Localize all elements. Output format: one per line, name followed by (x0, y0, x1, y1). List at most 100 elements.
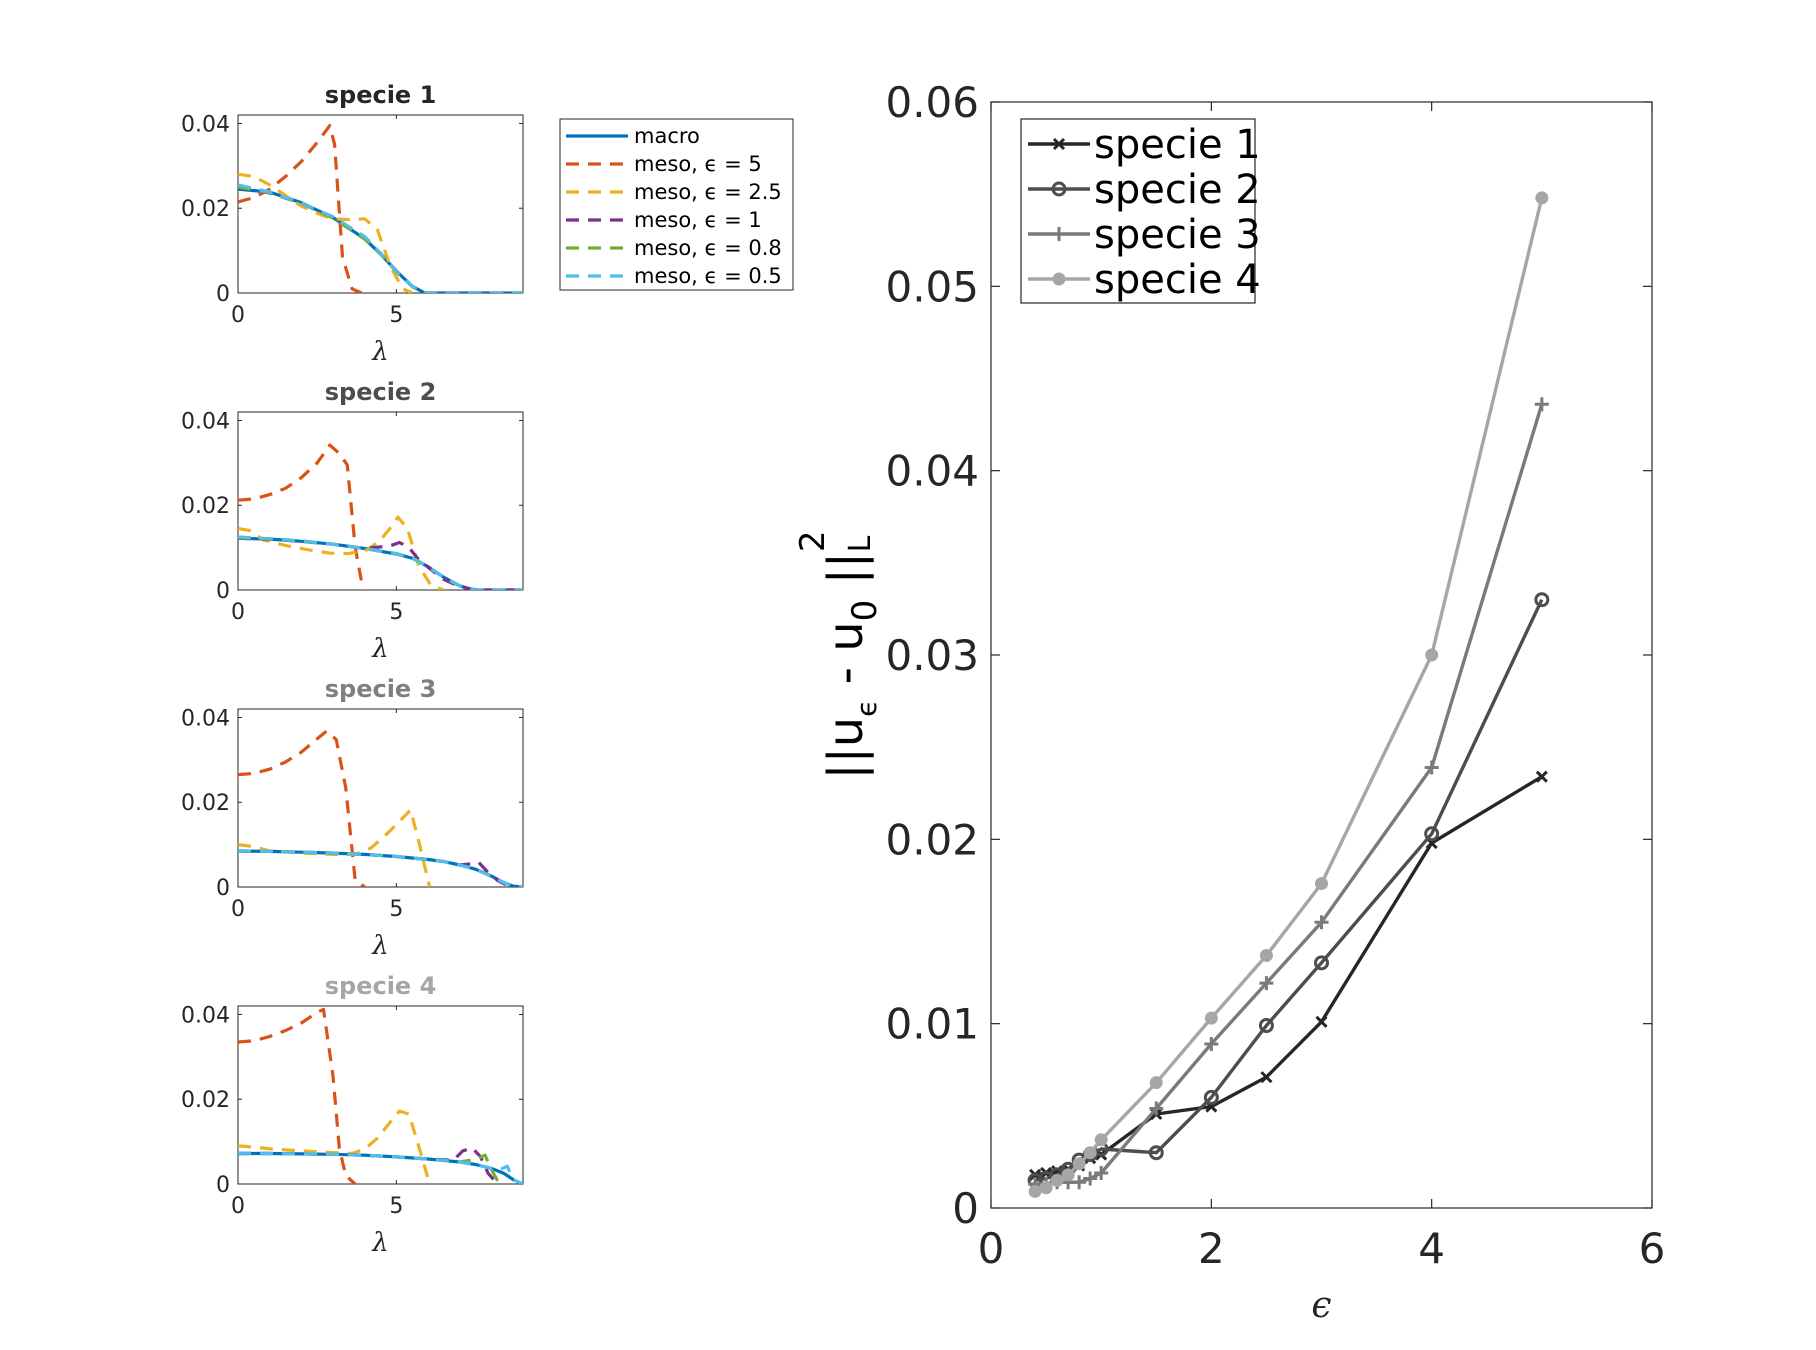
main-point (1148, 1145, 1164, 1161)
main-point (1259, 976, 1274, 991)
main-legend-entry: specie 1 (1094, 122, 1261, 168)
series-line-meso-5 (238, 443, 365, 590)
y-tick-label: 0.02 (181, 791, 230, 816)
main-point (1424, 760, 1439, 775)
main-point (1424, 826, 1440, 842)
y-label-part-sup: 2 (793, 530, 833, 552)
main-point (1149, 1076, 1163, 1090)
main-y-tick-label: 0 (952, 1184, 979, 1233)
x-tick-label: 5 (389, 303, 403, 328)
legend-entry: meso, ϵ = 2.5 (634, 180, 782, 204)
main-point (1072, 1157, 1086, 1171)
main-point (1204, 1036, 1219, 1051)
main-x-axis-label: ϵ (1311, 1285, 1331, 1326)
x-axis-label: λ (371, 337, 388, 367)
series-line-meso-0-5 (238, 1151, 523, 1184)
legend-entry: meso, ϵ = 5 (634, 152, 762, 176)
main-point (1315, 1015, 1328, 1028)
main-legend-entry: specie 4 (1094, 257, 1261, 303)
y-tick-label: 0 (216, 1173, 230, 1198)
main-panel: 00.010.020.030.040.050.060 2 4 6ϵ||uϵ - u0 … (793, 78, 1665, 1326)
series-line-meso-0-5 (238, 183, 523, 293)
y-tick-label: 0.02 (181, 1088, 230, 1113)
series-lines (238, 443, 523, 590)
legend-entry: meso, ϵ = 0.5 (634, 264, 782, 288)
y-tick-label: 0 (216, 579, 230, 604)
series-line-meso-2-5 (238, 1109, 432, 1184)
series-line-macro (238, 1151, 523, 1184)
main-point (1260, 1071, 1273, 1084)
main-point (1083, 1146, 1097, 1160)
x-tick-label: 5 (389, 897, 403, 922)
x-tick-label: 5 (389, 1194, 403, 1219)
y-label-part-mid: - u (818, 621, 874, 699)
y-tick-label: 0.04 (181, 706, 230, 731)
y-tick-label: 0.04 (181, 409, 230, 434)
main-point (1315, 877, 1328, 891)
main-y-tick-label: 0.01 (885, 1000, 979, 1049)
series-lines (238, 729, 523, 887)
x-tick-label: 0 (231, 303, 245, 328)
main-x-tick-label: 0 (978, 1224, 1005, 1273)
y-tick-label: 0.04 (181, 112, 230, 137)
x-tick-label: 0 (231, 1194, 245, 1219)
main-legend-box (1020, 118, 1256, 304)
panel-specie-2: 0 0.02 0.04 0 5 specie 2 λ (181, 378, 524, 664)
main-point (1259, 948, 1273, 962)
main-point (1149, 1101, 1164, 1116)
main-point (1314, 915, 1329, 930)
legend-box (559, 118, 794, 291)
main-legend-marker (1052, 227, 1066, 241)
main-point (1203, 1089, 1219, 1105)
main-point (1258, 1018, 1274, 1034)
main-x-tick-label: 6 (1639, 1224, 1666, 1273)
main-point (1028, 1184, 1042, 1198)
main-x-tick-label: 4 (1418, 1224, 1445, 1273)
y-label-part-sub1: ϵ (850, 700, 883, 717)
panel-title: specie 4 (325, 972, 437, 1000)
legend-entry: macro (634, 124, 700, 148)
y-label-part-end: || (818, 552, 874, 600)
axes-box (237, 114, 524, 294)
panel-title: specie 1 (325, 81, 437, 109)
axes-box (237, 708, 524, 888)
y-tick-label: 0.02 (181, 494, 230, 519)
main-point (1094, 1133, 1108, 1147)
x-axis-label: λ (371, 634, 388, 664)
x-tick-label: 0 (231, 600, 245, 625)
panel-specie-1: 0 0.02 0.04 0 5 specie 1 λ (181, 81, 524, 367)
x-axis-label: λ (371, 1228, 388, 1258)
main-point (1083, 1171, 1098, 1186)
main-x-tick-label: 2 (1198, 1224, 1225, 1273)
main-point (1204, 1011, 1218, 1025)
y-label-part-sub3: L (843, 535, 878, 552)
x-axis-label: λ (371, 931, 388, 961)
panel-title: specie 2 (325, 378, 437, 406)
main-legend-marker (1052, 272, 1066, 286)
main-point (1534, 397, 1549, 412)
main-point (1535, 191, 1549, 205)
series-line-meso-5 (238, 729, 366, 887)
main-legend-marker (1052, 137, 1066, 151)
main-y-tick-label: 0.02 (885, 815, 979, 864)
main-point (1534, 592, 1550, 608)
axes-box (237, 411, 524, 591)
main-point (1425, 648, 1439, 662)
legend-entry: meso, ϵ = 0.8 (634, 236, 782, 260)
y-tick-label: 0 (216, 282, 230, 307)
main-y-tick-label: 0.05 (885, 262, 979, 311)
main-legend-entry: specie 3 (1094, 212, 1261, 258)
main-y-tick-label: 0.06 (885, 78, 979, 127)
main-point (1072, 1175, 1087, 1190)
main-y-tick-label: 0.03 (885, 631, 979, 680)
panel-specie-3: 0 0.02 0.04 0 5 specie 3 λ (181, 675, 524, 961)
main-series-specie-4 (1028, 191, 1549, 1198)
main-series (1027, 191, 1550, 1198)
small-panels: 0 0.02 0.04 0 5 specie 1 λ 0 0.02 0.04 0 5 specie 2 λ… (181, 81, 524, 1258)
y-tick-label: 0.04 (181, 1003, 230, 1028)
y-label-part-sub2: 0 (845, 600, 885, 622)
main-point (1535, 770, 1548, 783)
panel-specie-4: 0 0.02 0.04 0 5 specie 4 λ (181, 972, 524, 1258)
panel-title: specie 3 (325, 675, 437, 703)
